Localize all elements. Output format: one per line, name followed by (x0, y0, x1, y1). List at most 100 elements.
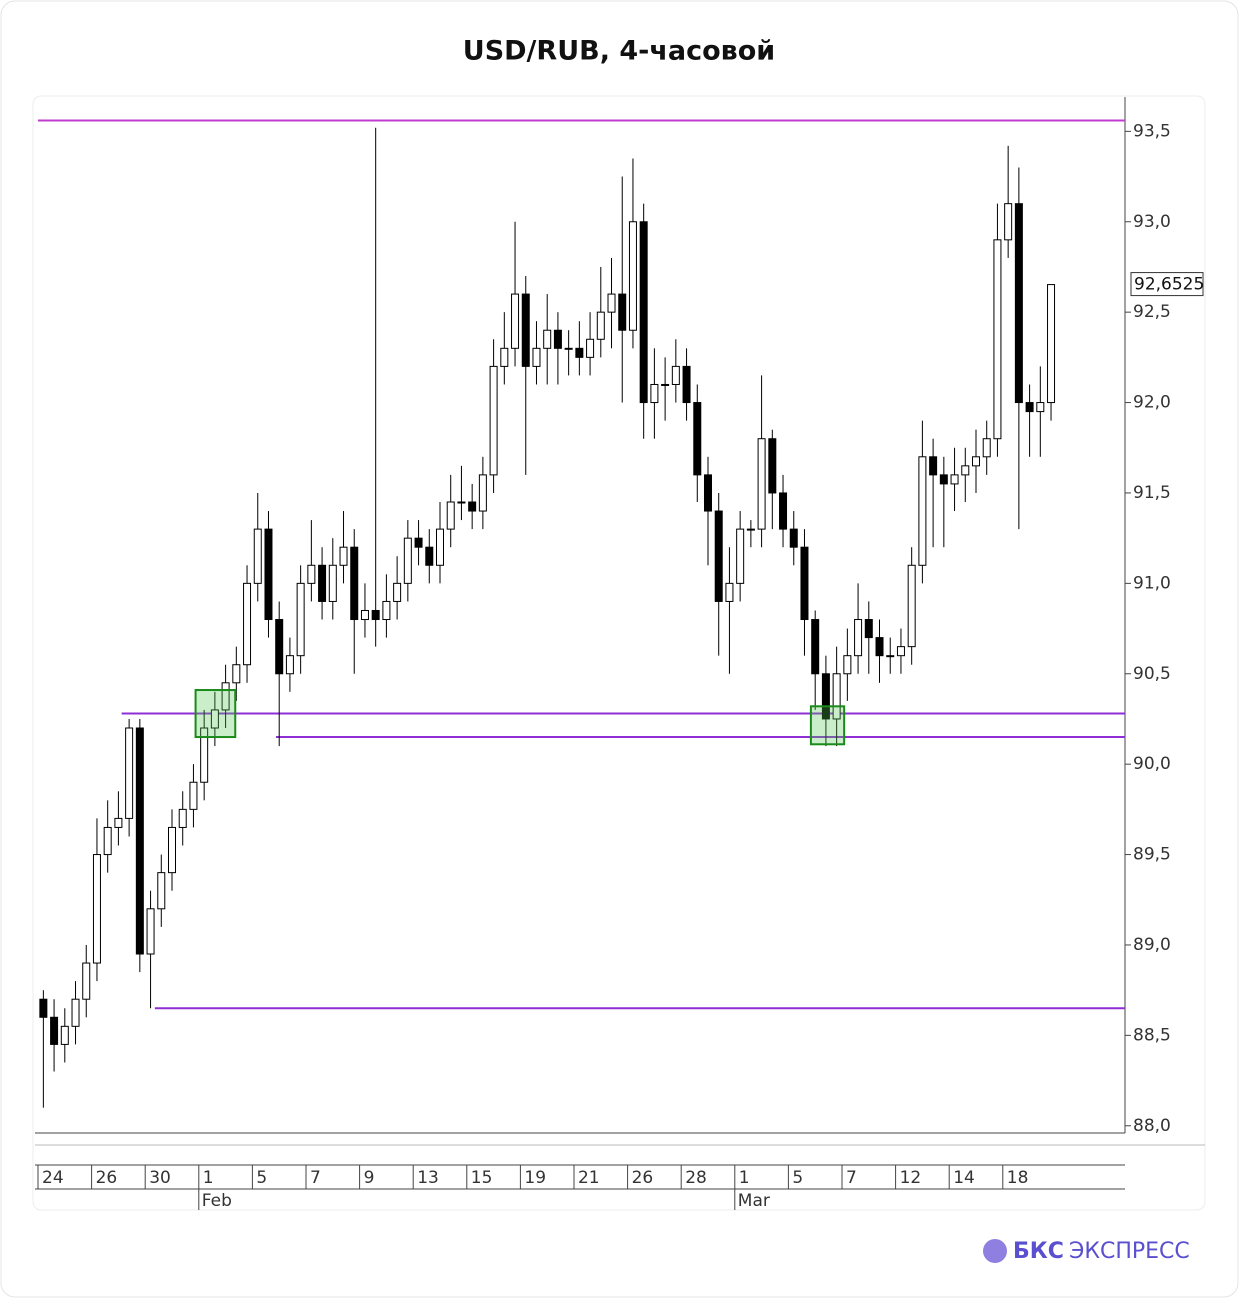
y-tick-label: 91,5 (1133, 483, 1171, 503)
candle-body (800, 546, 809, 621)
candle-body (779, 492, 788, 530)
y-tick-label: 93,5 (1133, 121, 1171, 141)
x-tick-label: 15 (471, 1168, 493, 1188)
last-price-box (1130, 272, 1204, 297)
candle-body (918, 456, 927, 566)
candle-body (982, 438, 991, 458)
candle-body (564, 347, 573, 350)
month-label: Mar (738, 1191, 770, 1211)
brand-name: БКС (1013, 1239, 1064, 1264)
candle-body (596, 311, 605, 340)
month-label: Feb (202, 1191, 232, 1211)
candle-body (360, 609, 369, 621)
candle-body (693, 402, 702, 476)
candle-body (939, 474, 948, 485)
candle-body (468, 501, 477, 512)
candle-body (736, 528, 745, 584)
x-tick-label: 7 (310, 1168, 321, 1188)
candle-body (125, 727, 134, 819)
x-tick-label: 18 (1007, 1168, 1029, 1188)
candle-body (832, 673, 841, 720)
candle-body (661, 383, 670, 386)
candle-body (393, 582, 402, 602)
y-tick-label: 91,0 (1133, 573, 1171, 593)
candle-body (478, 474, 487, 512)
candle-body (210, 709, 219, 729)
x-tick-label: 19 (524, 1168, 546, 1188)
candle-body (511, 293, 520, 349)
candle-body (253, 528, 262, 584)
y-tick-label: 90,5 (1133, 664, 1171, 684)
highlight-box (809, 705, 846, 746)
candle-body (896, 646, 905, 657)
candle-body (371, 609, 380, 621)
candle-body (457, 501, 466, 504)
candle-body (639, 221, 648, 404)
candle-body (1014, 203, 1023, 404)
candle-body (575, 347, 584, 358)
x-tick-label: 30 (149, 1168, 171, 1188)
last-price-label: 92,6525 (1134, 275, 1204, 295)
y-tick-label: 88,0 (1133, 1116, 1171, 1136)
y-tick-label: 92,0 (1133, 393, 1171, 413)
x-tick-label: 28 (685, 1168, 707, 1188)
candle-body (521, 293, 530, 367)
candle-body (1025, 402, 1034, 413)
candle-body (157, 872, 166, 910)
candle-body (971, 456, 980, 467)
candle-body (961, 465, 970, 476)
x-tick-label: 1 (203, 1168, 214, 1188)
candle-body (703, 474, 712, 512)
candle-body (671, 365, 680, 385)
candle-body (328, 564, 337, 602)
candle-body (167, 826, 176, 874)
candle-body (586, 338, 595, 358)
y-tick-label: 92,5 (1133, 302, 1171, 322)
candle-body (650, 383, 659, 404)
candle-body (907, 564, 916, 648)
candle-body (628, 221, 637, 331)
candle-body (1047, 284, 1056, 404)
candle-body (768, 438, 777, 494)
candle-body (264, 528, 273, 621)
candle-body (843, 655, 852, 675)
x-tick-label: 5 (256, 1168, 267, 1188)
chart-title: USD/RUB, 4-часовой (463, 36, 775, 67)
candle-body (146, 908, 155, 955)
candle-body (821, 673, 830, 720)
candle-body (403, 537, 412, 584)
candle-body (339, 546, 348, 566)
candle-body (864, 619, 873, 639)
candle-body (243, 582, 252, 666)
candle-body (82, 962, 91, 1000)
candle-body (221, 682, 230, 711)
logo-icon (983, 1239, 1007, 1263)
candle-body (929, 456, 938, 476)
candle-body (875, 637, 884, 657)
y-tick-label: 89,0 (1133, 935, 1171, 955)
candle-body (103, 826, 112, 856)
candle-body (886, 655, 895, 658)
candle-body (1036, 402, 1045, 413)
candle-body (725, 582, 734, 602)
x-tick-label: 26 (632, 1168, 654, 1188)
candle-body (318, 564, 327, 602)
candle-body (414, 537, 423, 548)
x-tick-label: 9 (364, 1168, 375, 1188)
brand-name: ЭКСПРЕСС (1069, 1239, 1190, 1264)
candle-body (543, 329, 552, 349)
y-tick-label: 89,5 (1133, 845, 1171, 865)
candle-body (714, 510, 723, 602)
candle-body (92, 854, 101, 964)
candle-body (500, 347, 509, 367)
x-tick-label: 7 (846, 1168, 857, 1188)
candle-body (746, 528, 755, 531)
x-tick-label: 14 (953, 1168, 975, 1188)
candle-body (950, 474, 959, 485)
candle-body (232, 664, 241, 684)
highlight-box (194, 689, 237, 739)
candle-body (446, 501, 455, 530)
candle-body (60, 1025, 69, 1045)
